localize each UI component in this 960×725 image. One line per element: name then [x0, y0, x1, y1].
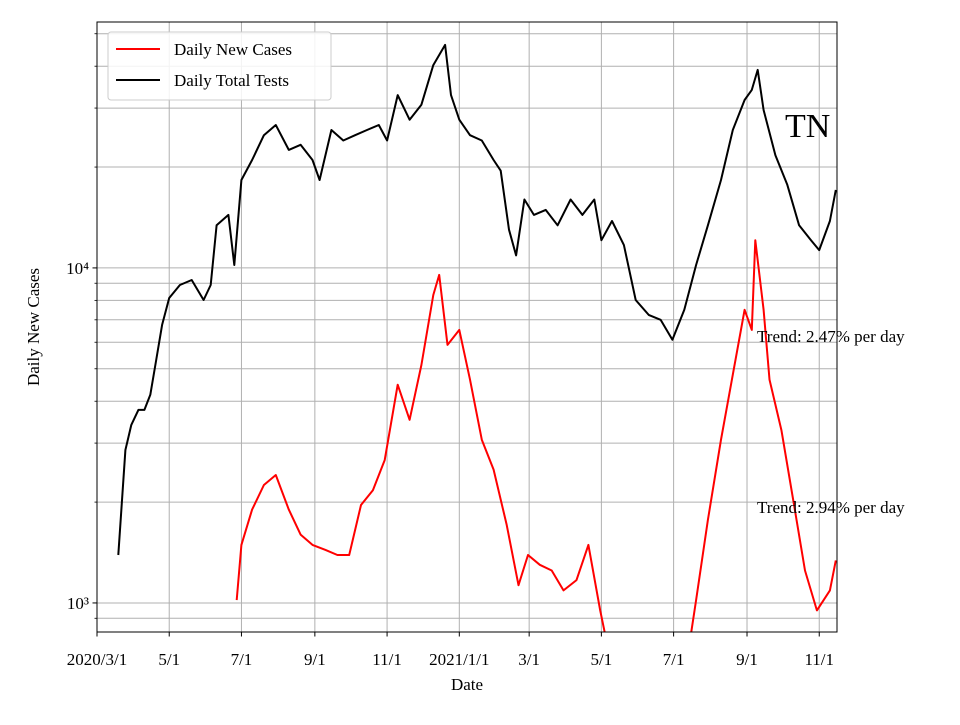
data-line — [235, 239, 837, 632]
x-tick-label: 11/1 — [372, 650, 402, 669]
y-axis-label: Daily New Cases — [24, 268, 43, 386]
data-line — [117, 43, 837, 556]
legend-label: Daily New Cases — [174, 40, 292, 59]
x-tick-label: 9/1 — [304, 650, 326, 669]
annotation: Trend: 2.94% per day — [757, 498, 905, 517]
x-tick-label: 2021/1/1 — [429, 650, 489, 669]
x-tick-label: 9/1 — [736, 650, 758, 669]
plot-frame — [96, 21, 838, 633]
annotation: TN — [785, 108, 830, 145]
x-tick-label: 2020/3/1 — [67, 650, 127, 669]
x-tick-label: 7/1 — [663, 650, 685, 669]
x-tick-label: 5/1 — [591, 650, 613, 669]
x-tick-label: 7/1 — [231, 650, 253, 669]
lines — [117, 43, 837, 632]
legend-label: Daily Total Tests — [174, 71, 289, 90]
x-tick-label: 11/1 — [804, 650, 834, 669]
x-tick-label: 5/1 — [158, 650, 180, 669]
x-axis-label: Date — [451, 675, 483, 694]
y-tick-label: 10³ — [67, 594, 89, 613]
y-tick-label: 10⁴ — [66, 259, 89, 278]
annotation: Trend: 2.47% per day — [757, 327, 905, 346]
legend-box — [107, 31, 332, 101]
x-tick-label: 3/1 — [518, 650, 540, 669]
legend: Daily New Cases Daily Total Tests — [107, 31, 332, 101]
